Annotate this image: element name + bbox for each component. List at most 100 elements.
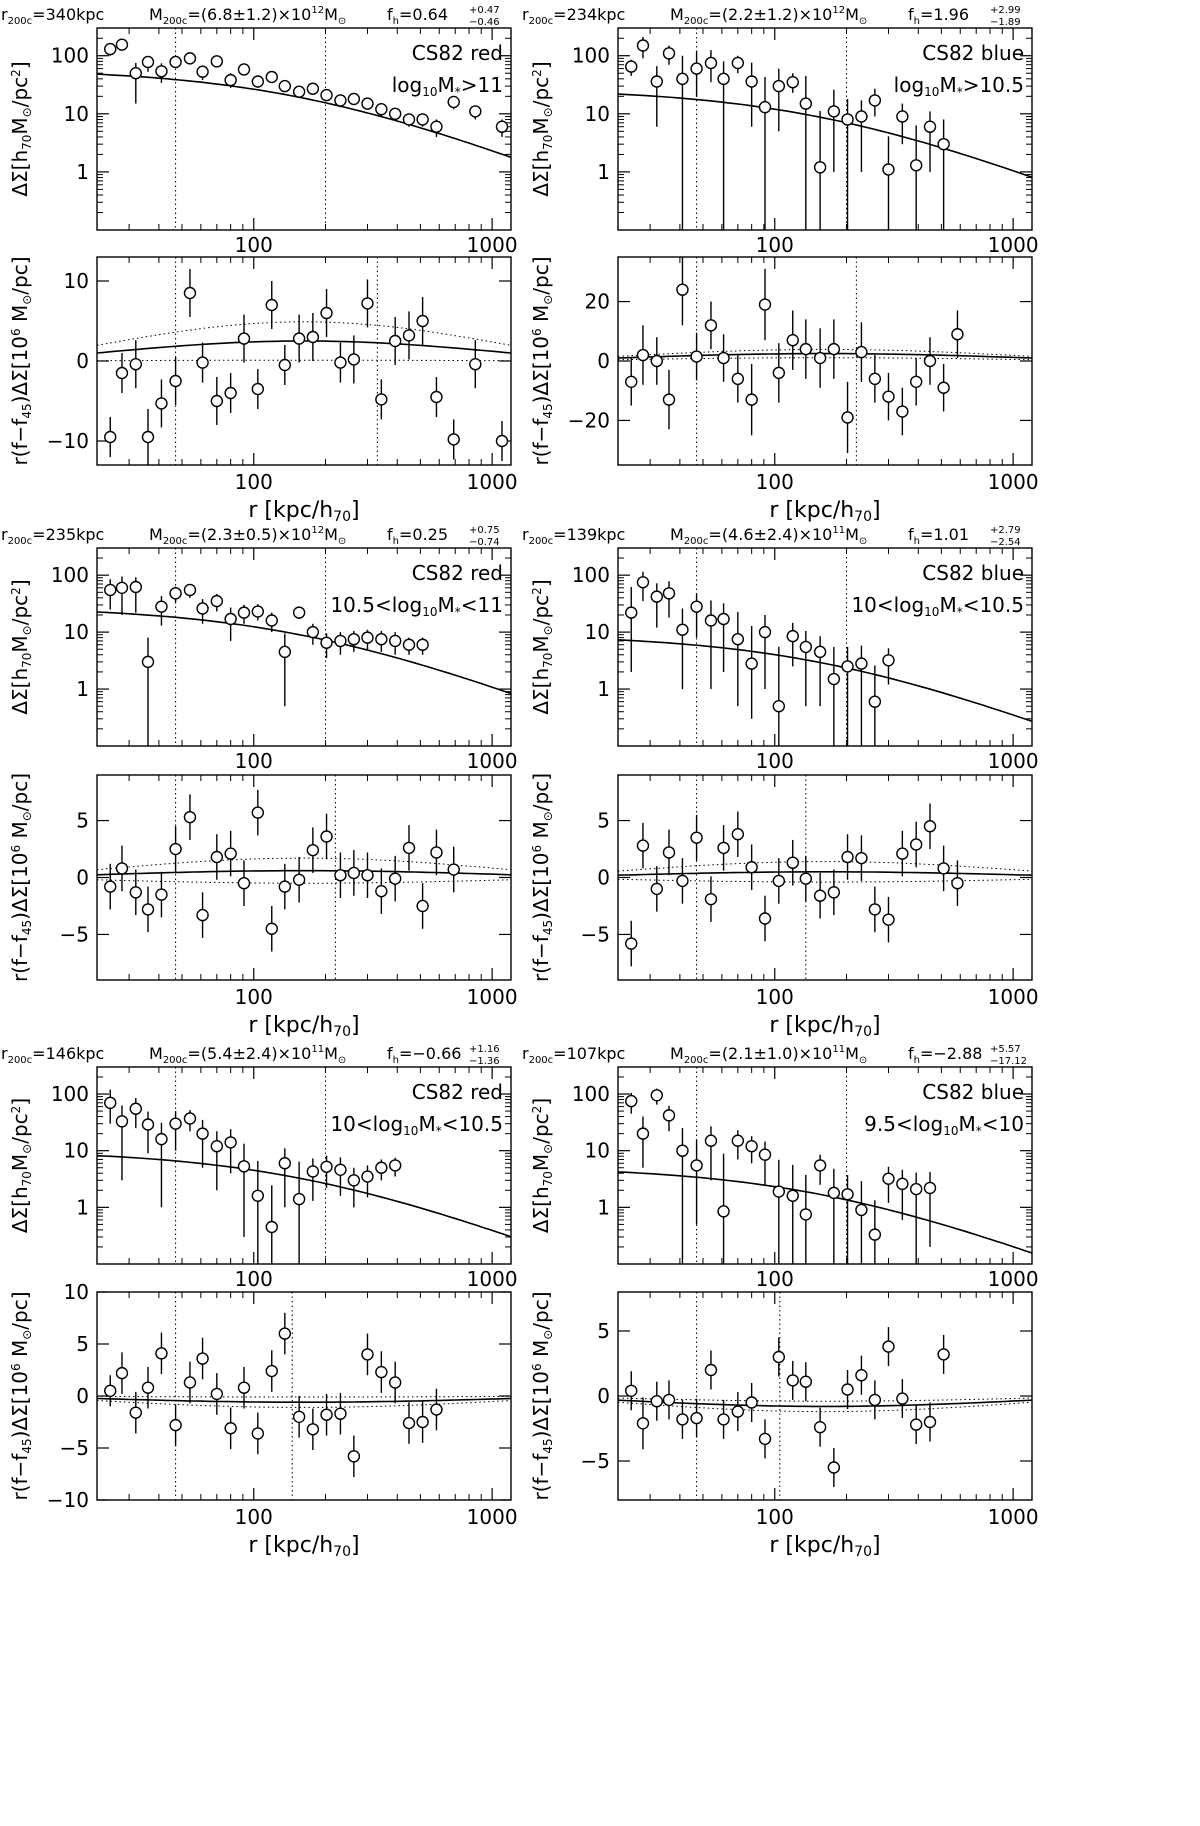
cross-ytick-label: 5 — [597, 1319, 610, 1343]
radius-xlabel-part: 70 — [333, 1544, 351, 1560]
lens-data-point — [104, 583, 117, 597]
cross-ylabel-part: M — [8, 821, 32, 845]
lens-data-point — [306, 625, 320, 639]
mass-cut-label-part: <10.5 — [963, 593, 1024, 617]
cross-data-point — [745, 393, 758, 406]
lens-data-point — [662, 47, 676, 60]
cross-ylabel-part: r(f−f — [529, 1453, 553, 1501]
fh-upper: +2.99 — [990, 5, 1021, 16]
cross-data-point — [625, 375, 638, 388]
lens-data-point — [676, 623, 689, 636]
lens-data-point — [855, 110, 868, 123]
cross-data-point — [896, 847, 909, 860]
r200c-label-part: 200c — [8, 16, 33, 27]
cross-data-point — [210, 1387, 224, 1401]
cross-data-point — [758, 912, 772, 925]
panel-p2: r200c=234kpc M200c=(2.2±1.2)×1012M⊙ fh=1.9… — [522, 5, 1039, 525]
cross-data-point — [375, 1365, 388, 1379]
cross-data-point — [799, 872, 813, 885]
mass-cut-label-part: M — [959, 1112, 976, 1136]
lens-data-point — [104, 1096, 117, 1110]
cross-ylabel-part: ⊙ — [541, 1330, 555, 1340]
lens-data-point — [210, 55, 224, 68]
cross-ylabel-part: r(f−f — [529, 934, 553, 982]
cross-ylabel-part: r(f−f — [529, 418, 553, 466]
lens-ylabel-part: /pc — [8, 1113, 32, 1143]
fh-label-part: =1.01 — [920, 525, 969, 544]
cross-data-point — [896, 1392, 909, 1405]
mass-cut-label-part: 10 — [403, 1124, 418, 1138]
lens-data-point — [388, 634, 402, 648]
lens-data-point — [923, 120, 937, 133]
cross-model-curve — [96, 1397, 512, 1403]
fh-upper: +2.79 — [990, 525, 1021, 536]
panel-p4: r200c=139kpc M200c=(4.6±2.4)×1011M⊙ fh=1.0… — [522, 525, 1039, 1040]
lens-ytick-label: 10 — [585, 1139, 610, 1163]
lens-data-point — [868, 695, 882, 708]
lens-data-point — [129, 1102, 142, 1115]
lens-xtick-label: 100 — [756, 749, 794, 773]
cross-data-point — [416, 1415, 429, 1429]
cross-ytick-label: 5 — [76, 809, 89, 833]
cross-data-point — [745, 861, 758, 874]
cross-data-point — [799, 1375, 813, 1388]
lens-data-point — [278, 645, 292, 659]
mass-label-part: =(6.8±1.2)×10 — [187, 5, 311, 24]
cross-data-point — [141, 903, 155, 916]
mass-cut-label-part: <11 — [461, 593, 503, 617]
lens-ylabel-part: 70 — [541, 1171, 555, 1186]
fh-label-part: =0.64 — [399, 5, 448, 24]
lens-ylabel: ΔΣ[h70M⊙/pc2] — [8, 579, 34, 714]
lens-xtick-label: 100 — [235, 1267, 273, 1291]
lens-ylabel-part: /pc — [8, 77, 32, 107]
radius-xlabel: r [kpc/h70] — [248, 1533, 359, 1560]
mass-label-part: 200c — [684, 1055, 709, 1066]
mass-label-part: ⊙ — [338, 1055, 346, 1066]
fh-lower: −1.89 — [990, 17, 1021, 28]
lens-data-point — [662, 1109, 676, 1122]
cross-ytick-label: −5 — [60, 1436, 89, 1460]
cross-ytick-label: −5 — [581, 922, 610, 946]
mass-label: M200c=(6.8±1.2)×1012M⊙ — [149, 5, 346, 27]
cross-ylabel-part: 6 — [9, 328, 23, 336]
cross-ytick-label: 5 — [597, 809, 610, 833]
r200c-label-part: 200c — [529, 1055, 554, 1066]
lens-ylabel-part: ΔΣ[h — [529, 150, 553, 197]
cross-ytick-label: 0 — [597, 349, 610, 373]
lens-data-point — [690, 62, 703, 75]
sample-label: CS82 red — [412, 561, 503, 585]
lens-xtick-label: 100 — [756, 233, 794, 257]
lens-ylabel: ΔΣ[h70M⊙/pc2] — [8, 61, 34, 196]
cross-data-point — [210, 850, 224, 864]
r200c-label-part: r — [522, 5, 529, 24]
lens-data-point — [402, 638, 416, 651]
lens-data-point — [169, 587, 182, 600]
cross-xtick-label: 100 — [756, 470, 794, 494]
fh-lower: −1.36 — [469, 1056, 500, 1067]
cross-data-point — [625, 937, 638, 950]
mass-label-part: 200c — [684, 536, 709, 547]
lens-data-point — [717, 612, 730, 626]
lens-ylabel-part: ] — [529, 61, 553, 69]
cross-data-point — [731, 1405, 745, 1418]
lens-frame — [96, 1066, 512, 1265]
cross-data-point — [375, 393, 388, 406]
cross-data-point — [909, 375, 923, 388]
mass-label-part: M — [324, 5, 338, 24]
cross-ylabel-part: )ΔΣ[10 — [8, 853, 32, 920]
cross-ylabel-part: )ΔΣ[10 — [8, 1371, 32, 1438]
lens-ytick-label: 10 — [585, 102, 610, 126]
cross-data-point — [115, 862, 129, 875]
cross-data-point — [169, 374, 182, 388]
cross-data-point — [717, 841, 730, 855]
cross-data-point — [306, 1423, 320, 1436]
lens-ylabel-part: /pc — [529, 595, 553, 625]
lens-data-point — [827, 672, 841, 686]
cross-panel: −10 −5 0 5 10 100 1000 r(f−f45)ΔΣ[106 M⊙/pc] r [… — [8, 1280, 518, 1560]
lens-data-point — [909, 1182, 923, 1196]
lens-data-point — [772, 1185, 786, 1198]
cross-data-point — [251, 806, 265, 819]
lens-data-point — [731, 633, 745, 646]
mass-cut-label: log10M*>10.5 — [894, 73, 1024, 99]
lens-data-point — [196, 65, 209, 78]
